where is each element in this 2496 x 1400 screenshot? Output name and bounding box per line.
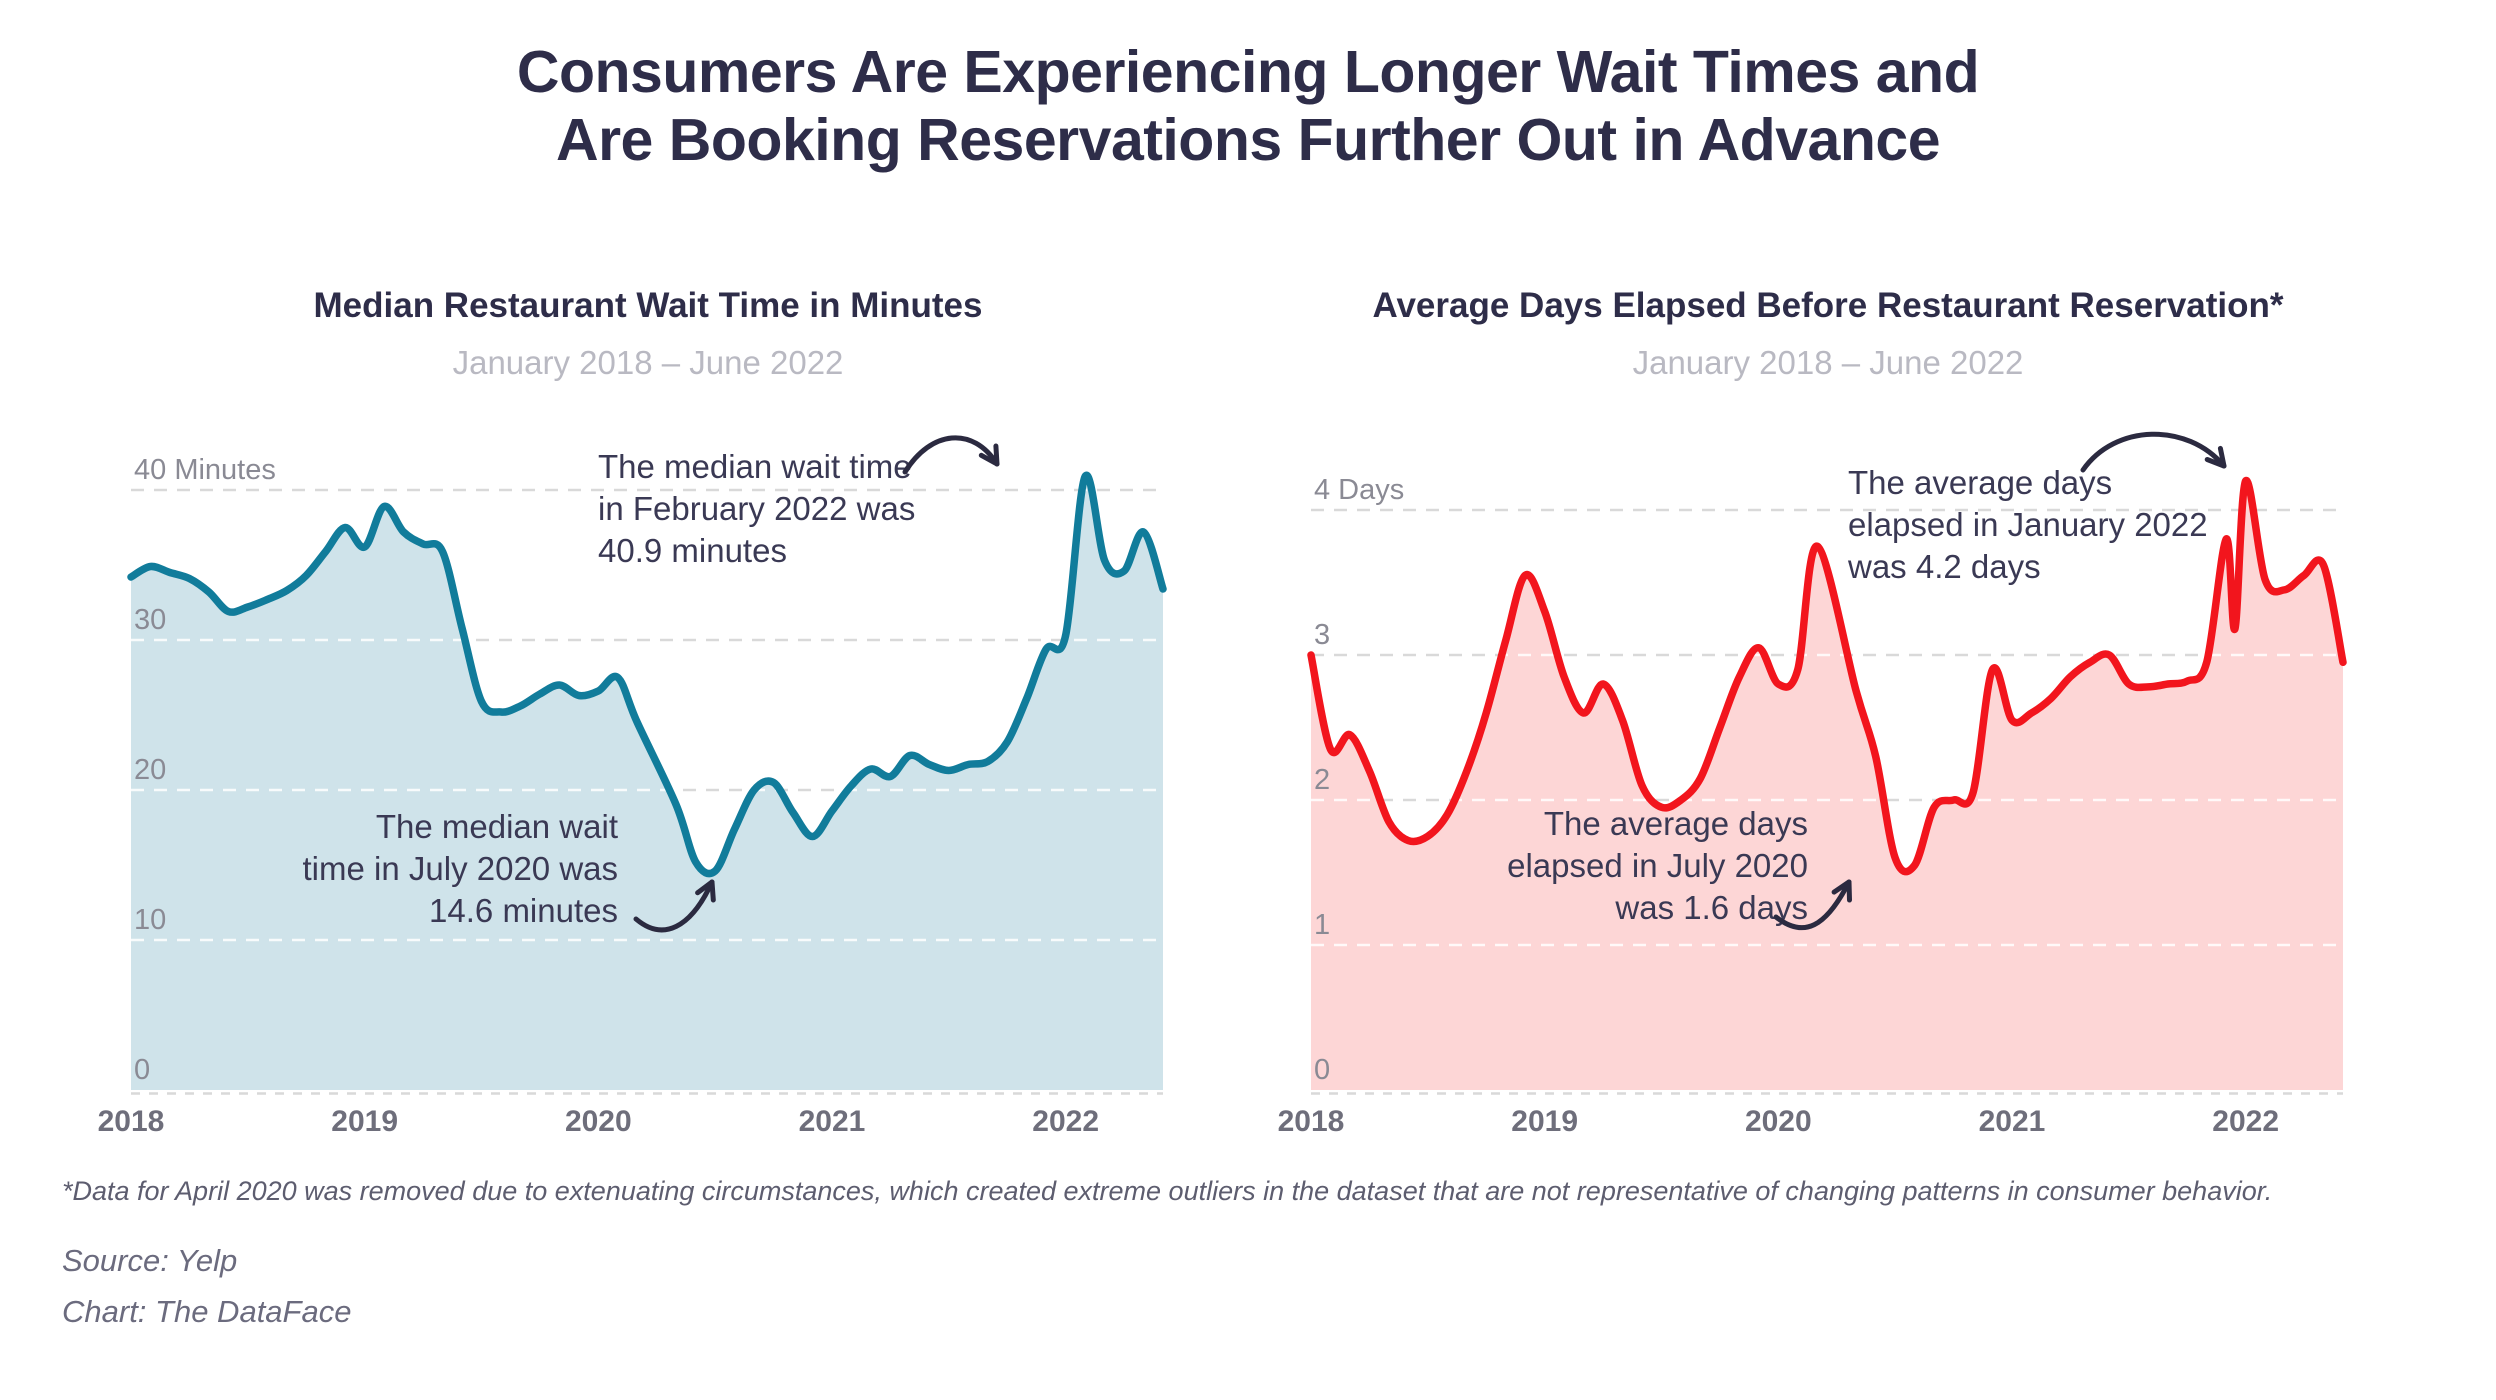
y-axis-label: 10 [134,904,166,936]
annotation-arrowhead [2204,445,2227,469]
x-axis-label: 2021 [1979,1105,2046,1138]
y-axis-label: 1 [1314,909,1330,941]
source-label: Source: Yelp [62,1243,238,1278]
annotation-text: elapsed in January 2022 [1848,506,2208,543]
y-axis-label: 0 [134,1054,150,1086]
wait-time-line [127,471,1167,878]
annotation-text: 14.6 minutes [429,892,618,929]
annotation-text: The average days [1544,805,1808,842]
annotation-text: The average days [1848,464,2112,501]
x-axis-label: 2020 [1745,1105,1812,1138]
annotation-text: The median wait [376,808,618,845]
x-axis-label: 2018 [98,1105,165,1138]
annotation-arrowhead [978,443,1000,467]
left-chart-subtitle: January 2018 – June 2022 [452,344,844,381]
reservation-line [1307,477,2347,876]
left-chart-title: Median Restaurant Wait Time in Minutes [313,286,983,325]
x-axis-label: 2019 [1511,1105,1578,1138]
annotation-text: elapsed in July 2020 [1507,847,1808,884]
y-axis-label: 4 Days [1314,474,1404,506]
wait-time-area [131,475,1163,1090]
main-title-line-2: Are Booking Reservations Further Out in … [555,107,1941,173]
right-chart-title: Average Days Elapsed Before Restaurant R… [1372,286,2284,325]
y-axis-label: 30 [134,604,166,636]
annotation-arrowhead [1831,879,1852,903]
x-axis-label: 2019 [331,1105,398,1138]
right-chart-subtitle: January 2018 – June 2022 [1632,344,2024,381]
y-axis-label: 20 [134,754,166,786]
annotation-arrow [1773,879,1852,931]
annotation-arrowhead [695,879,716,903]
x-axis-label: 2022 [2212,1105,2279,1138]
reservation-area [1311,480,2343,1090]
x-axis-label: 2021 [799,1105,866,1138]
reservation-chart: 4 Days 3 2 1 0 2018 2019 2020 2021 2022 The averag… [1278,431,2347,1138]
x-axis-label: 2018 [1278,1105,1345,1138]
annotation-text: time in July 2020 was [303,850,618,887]
annotation-arrow [633,879,715,933]
y-axis-label: 3 [1314,619,1330,651]
main-title-line-1: Consumers Are Experiencing Longer Wait T… [516,39,1980,105]
annotation-text: in February 2022 was [598,490,915,527]
main-title: Consumers Are Experiencing Longer Wait T… [0,38,2496,174]
y-axis-label: 2 [1314,764,1330,796]
footnote: *Data for April 2020 was removed due to … [62,1176,2273,1206]
y-axis-label: 40 Minutes [134,454,276,486]
credit-label: Chart: The DataFace [62,1294,352,1329]
annotation-text: was 4.2 days [1847,548,2041,585]
annotation-arrow [902,435,1000,475]
annotation-arrow [2080,431,2227,473]
x-axis-label: 2022 [1032,1105,1099,1138]
x-axis-label: 2020 [565,1105,632,1138]
y-axis-label: 0 [1314,1054,1330,1086]
annotation-text: 40.9 minutes [598,532,787,569]
wait-time-chart: 40 Minutes 30 20 10 0 2018 2019 2020 2021 2022 The… [98,435,1167,1138]
annotation-text: The median wait time [598,448,912,485]
